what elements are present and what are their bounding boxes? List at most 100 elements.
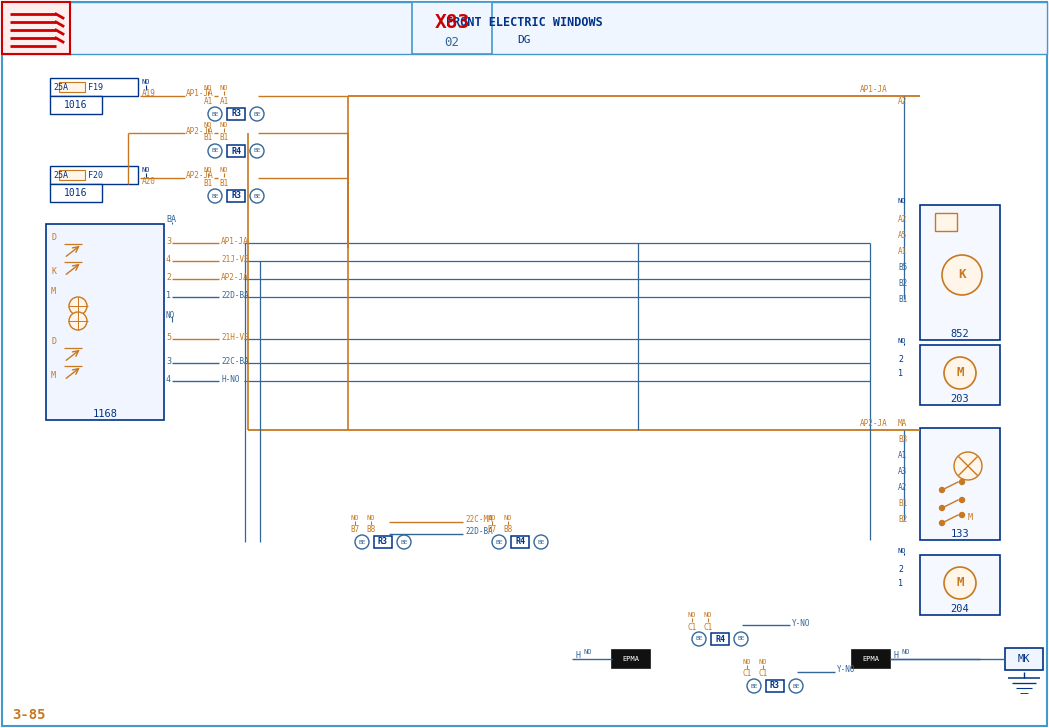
Text: NO: NO: [219, 122, 229, 128]
Text: NO: NO: [584, 649, 593, 655]
Text: BE: BE: [792, 684, 799, 689]
Circle shape: [944, 357, 976, 389]
Bar: [227, 190, 245, 202]
Text: NO: NO: [488, 515, 496, 521]
Circle shape: [492, 535, 506, 549]
Text: B7: B7: [488, 526, 496, 534]
Text: NO: NO: [204, 167, 212, 173]
Text: Y-NO: Y-NO: [792, 619, 811, 628]
Text: NO: NO: [743, 659, 751, 665]
Bar: [46, 224, 164, 420]
Text: 25A: 25A: [53, 170, 68, 180]
Circle shape: [692, 632, 706, 646]
Text: R3: R3: [378, 537, 388, 547]
Text: NO: NO: [219, 85, 229, 91]
Text: B1: B1: [219, 133, 229, 143]
Text: 21J-VE: 21J-VE: [221, 255, 249, 264]
Text: A2: A2: [898, 483, 907, 493]
Text: AP1-JA: AP1-JA: [221, 237, 249, 245]
Text: BE: BE: [737, 636, 745, 641]
Circle shape: [944, 567, 976, 599]
Text: A20: A20: [142, 176, 156, 186]
Text: B1: B1: [204, 178, 213, 188]
Bar: [920, 205, 1000, 340]
Text: MA: MA: [898, 419, 907, 429]
Text: F19: F19: [88, 82, 103, 92]
Text: AP1-JA: AP1-JA: [860, 85, 887, 95]
Text: F20: F20: [88, 170, 103, 180]
Text: BA: BA: [166, 215, 176, 224]
Bar: [935, 213, 957, 231]
Text: H: H: [575, 651, 580, 660]
Text: NO: NO: [504, 515, 512, 521]
Bar: [50, 78, 138, 96]
Text: D: D: [51, 338, 56, 347]
Text: 22D-BA: 22D-BA: [465, 528, 493, 537]
Text: BE: BE: [750, 684, 757, 689]
Text: MK: MK: [1018, 654, 1030, 664]
Text: 2: 2: [898, 564, 903, 574]
Text: 21H-VE: 21H-VE: [221, 333, 249, 341]
Bar: [412, 2, 492, 54]
Text: M: M: [51, 288, 56, 296]
Text: B3: B3: [898, 435, 907, 445]
Circle shape: [208, 107, 222, 121]
Circle shape: [789, 679, 802, 693]
Text: 3: 3: [166, 357, 171, 365]
Text: M: M: [51, 371, 56, 381]
Text: AP2-JA: AP2-JA: [221, 272, 249, 282]
Text: A2: A2: [898, 98, 907, 106]
Circle shape: [397, 535, 411, 549]
Text: B1: B1: [898, 499, 907, 508]
Text: 1168: 1168: [92, 409, 117, 419]
Text: 02: 02: [445, 36, 459, 49]
Text: A2: A2: [898, 215, 907, 223]
Circle shape: [960, 513, 964, 518]
Text: BE: BE: [359, 539, 366, 545]
Circle shape: [734, 632, 748, 646]
Circle shape: [940, 488, 944, 493]
Text: NO: NO: [142, 79, 150, 85]
Circle shape: [250, 189, 264, 203]
Text: AP2-JA: AP2-JA: [860, 419, 887, 429]
Text: K: K: [51, 267, 56, 277]
Text: R3: R3: [231, 109, 241, 119]
Text: BE: BE: [401, 539, 408, 545]
Text: 3-85: 3-85: [12, 708, 45, 722]
Bar: [227, 145, 245, 157]
Text: NO: NO: [902, 649, 911, 655]
Text: 852: 852: [950, 329, 969, 339]
Text: 1: 1: [898, 368, 903, 378]
Text: AP2-JA: AP2-JA: [186, 172, 214, 181]
Text: A5: A5: [898, 231, 907, 240]
Text: 204: 204: [950, 604, 969, 614]
Bar: [374, 536, 392, 548]
Text: 1: 1: [898, 579, 903, 587]
Text: 203: 203: [950, 394, 969, 404]
Bar: [227, 108, 245, 120]
Text: 4: 4: [166, 255, 171, 264]
Text: BE: BE: [695, 636, 703, 641]
Text: B2: B2: [898, 279, 907, 288]
Text: B1: B1: [898, 295, 907, 304]
Text: AP2-JA: AP2-JA: [186, 127, 214, 135]
Circle shape: [69, 312, 87, 330]
Text: 22D-BA: 22D-BA: [221, 290, 249, 299]
Text: R3: R3: [231, 191, 241, 200]
Text: NO: NO: [142, 167, 150, 173]
Text: 2: 2: [898, 355, 903, 363]
Bar: [50, 184, 102, 202]
Text: X83: X83: [434, 12, 470, 31]
Text: BE: BE: [253, 194, 261, 199]
Bar: [920, 555, 1000, 615]
Text: EPMA: EPMA: [862, 656, 879, 662]
Text: B8: B8: [504, 526, 513, 534]
Circle shape: [960, 497, 964, 502]
Circle shape: [960, 480, 964, 485]
Bar: [612, 650, 650, 668]
Text: B1: B1: [219, 178, 229, 188]
Text: NO: NO: [204, 122, 212, 128]
Circle shape: [208, 189, 222, 203]
Text: 1016: 1016: [64, 188, 88, 198]
Bar: [766, 680, 784, 692]
